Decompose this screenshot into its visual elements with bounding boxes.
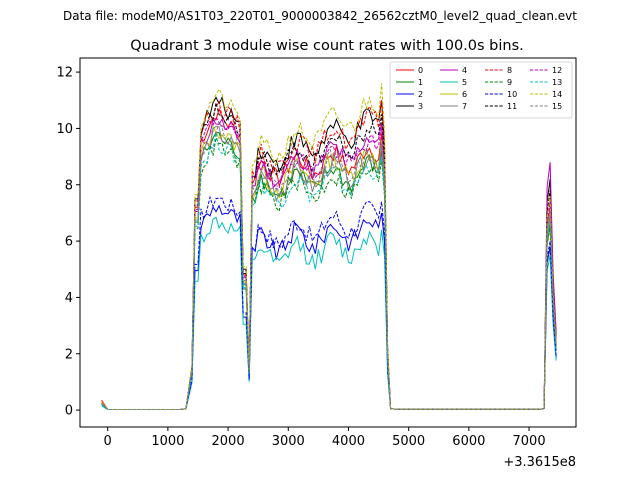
x-tick-label: 2000 — [212, 434, 245, 449]
y-tick-label: 0 — [65, 404, 73, 419]
legend-label-6: 6 — [462, 90, 467, 99]
x-tick-label: 7000 — [513, 434, 546, 449]
legend-label-7: 7 — [462, 102, 467, 111]
legend-label-3: 3 — [418, 102, 423, 111]
series-line-15 — [101, 121, 557, 411]
legend-label-5: 5 — [462, 78, 467, 87]
x-tick-label: 5000 — [392, 434, 425, 449]
x-tick-label: 1000 — [151, 434, 184, 449]
x-tick-label: 0 — [104, 434, 112, 449]
y-tick-label: 12 — [56, 66, 73, 81]
legend-label-8: 8 — [507, 66, 512, 75]
legend-label-12: 12 — [552, 66, 562, 75]
legend-label-9: 9 — [507, 78, 512, 87]
y-tick-label: 4 — [65, 291, 73, 306]
legend-label-2: 2 — [418, 90, 423, 99]
y-axis: 0 2 4 6 8 10 12 — [56, 66, 80, 419]
legend-label-10: 10 — [507, 90, 517, 99]
legend-label-4: 4 — [462, 66, 467, 75]
chart-title: Quadrant 3 module wise count rates with … — [130, 38, 524, 54]
x-tick-label: 6000 — [452, 434, 485, 449]
y-tick-label: 10 — [56, 122, 73, 137]
x-axis: 0 1000 2000 3000 4000 5000 6000 7000 — [104, 427, 546, 449]
legend-box — [389, 61, 573, 119]
legend-label-0: 0 — [418, 66, 423, 75]
y-tick-label: 6 — [65, 235, 73, 250]
legend-label-11: 11 — [507, 102, 517, 111]
y-tick-label: 8 — [65, 178, 73, 193]
series-layer — [101, 83, 557, 411]
x-offset-label: +3.3615e8 — [503, 455, 576, 470]
legend-label-15: 15 — [552, 102, 562, 111]
legend-label-14: 14 — [552, 90, 562, 99]
y-tick-label: 2 — [65, 347, 73, 362]
plot-area: 0 1000 2000 3000 4000 5000 6000 7000 024681012 … — [56, 57, 577, 470]
x-tick-label: 4000 — [332, 434, 365, 449]
x-tick-label: 3000 — [272, 434, 305, 449]
legend-label-1: 1 — [418, 78, 423, 87]
axes-frame — [79, 57, 577, 428]
legend-label-13: 13 — [552, 78, 562, 87]
figure-suptitle: Data file: modeM0/AS1T03_220T01_90000038… — [63, 9, 577, 23]
